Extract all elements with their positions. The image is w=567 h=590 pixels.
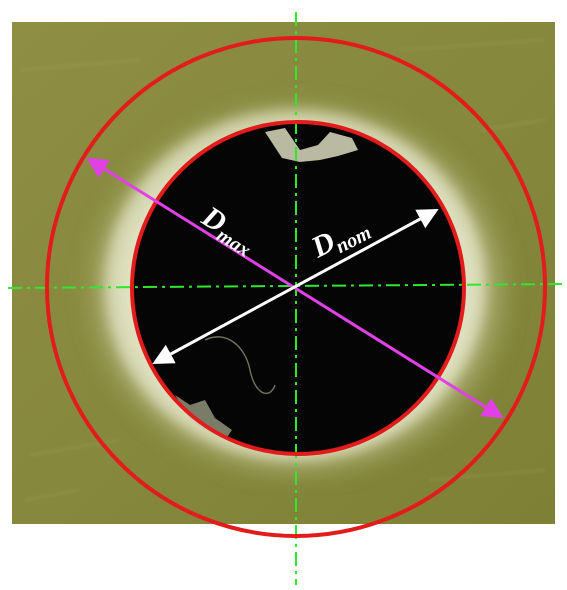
surface-texture — [19, 39, 546, 501]
dnom-arrow — [152, 209, 439, 364]
hole-edge-fibers — [265, 128, 358, 162]
max-damage-circle — [45, 36, 547, 538]
